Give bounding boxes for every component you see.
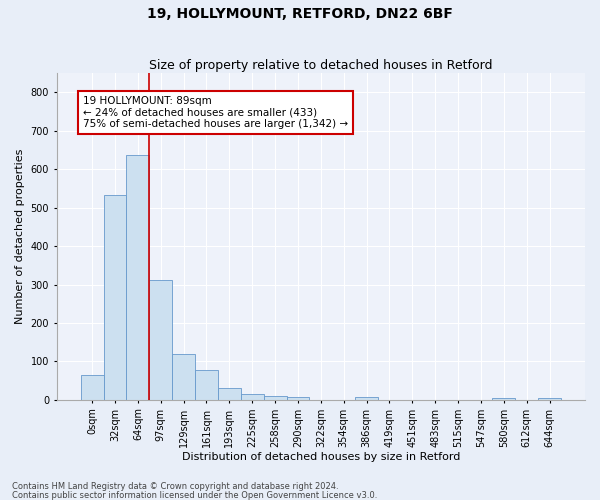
Text: 19 HOLLYMOUNT: 89sqm
← 24% of detached houses are smaller (433)
75% of semi-deta: 19 HOLLYMOUNT: 89sqm ← 24% of detached h… <box>83 96 348 129</box>
Bar <box>172 354 195 400</box>
X-axis label: Distribution of detached houses by size in Retford: Distribution of detached houses by size … <box>182 452 460 462</box>
Bar <box>81 375 104 400</box>
Bar <box>127 154 149 400</box>
Y-axis label: Number of detached properties: Number of detached properties <box>15 149 25 324</box>
Title: Size of property relative to detached houses in Retford: Size of property relative to detached ho… <box>149 59 493 72</box>
Text: Contains HM Land Registry data © Crown copyright and database right 2024.: Contains HM Land Registry data © Crown c… <box>12 482 338 491</box>
Text: Contains public sector information licensed under the Open Government Licence v3: Contains public sector information licen… <box>12 490 377 500</box>
Bar <box>287 396 310 400</box>
Bar <box>538 398 561 400</box>
Bar <box>104 195 127 400</box>
Bar <box>218 388 241 400</box>
Bar <box>149 280 172 400</box>
Bar <box>355 397 378 400</box>
Bar <box>493 398 515 400</box>
Text: 19, HOLLYMOUNT, RETFORD, DN22 6BF: 19, HOLLYMOUNT, RETFORD, DN22 6BF <box>147 8 453 22</box>
Bar <box>241 394 263 400</box>
Bar <box>263 396 287 400</box>
Bar <box>195 370 218 400</box>
